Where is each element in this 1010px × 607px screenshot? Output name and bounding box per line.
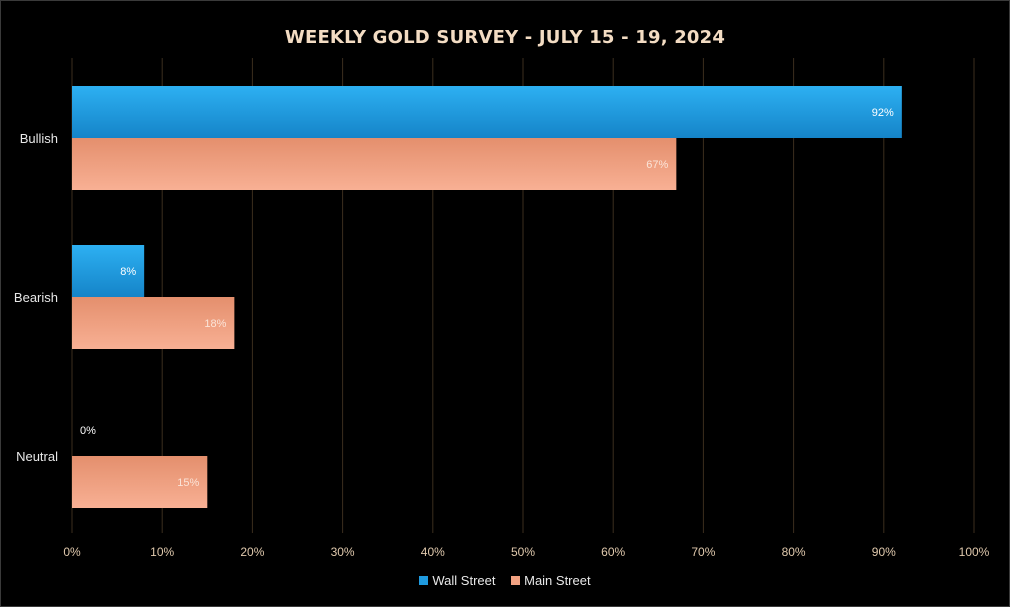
data-label: 8% [120, 266, 136, 278]
category-label: Bullish [20, 131, 58, 146]
bar [72, 138, 677, 190]
x-tick-label: 70% [691, 545, 715, 559]
bar [72, 456, 208, 508]
legend-label-wall-street: Wall Street [432, 573, 496, 588]
bar [72, 245, 145, 297]
legend: Wall Street Main Street [0, 573, 1010, 588]
x-tick-label: 10% [150, 545, 174, 559]
data-label: 92% [872, 107, 894, 119]
data-label: 18% [204, 318, 226, 330]
category-label: Bearish [14, 290, 58, 305]
x-tick-label: 90% [872, 545, 896, 559]
legend-item-main-street: Main Street [511, 573, 591, 588]
bar [72, 86, 902, 138]
legend-label-main-street: Main Street [524, 573, 591, 588]
chart-title: WEEKLY GOLD SURVEY - JULY 15 - 19, 2024 [284, 27, 726, 48]
x-tick-label: 100% [959, 545, 990, 559]
x-tick-label: 20% [240, 545, 264, 559]
category-label: Neutral [16, 449, 58, 464]
legend-item-wall-street: Wall Street [419, 573, 495, 588]
legend-swatch-wall-street [419, 576, 429, 585]
bar [72, 297, 235, 349]
x-tick-label: 0% [63, 545, 81, 559]
x-tick-label: 60% [601, 545, 625, 559]
x-tick-label: 30% [331, 545, 355, 559]
x-tick-label: 40% [421, 545, 445, 559]
x-tick-label: 50% [511, 545, 535, 559]
data-label: 0% [80, 425, 96, 437]
x-tick-label: 80% [782, 545, 806, 559]
legend-swatch-main-street [511, 576, 521, 585]
data-label: 67% [646, 159, 668, 171]
data-label: 15% [177, 477, 199, 489]
